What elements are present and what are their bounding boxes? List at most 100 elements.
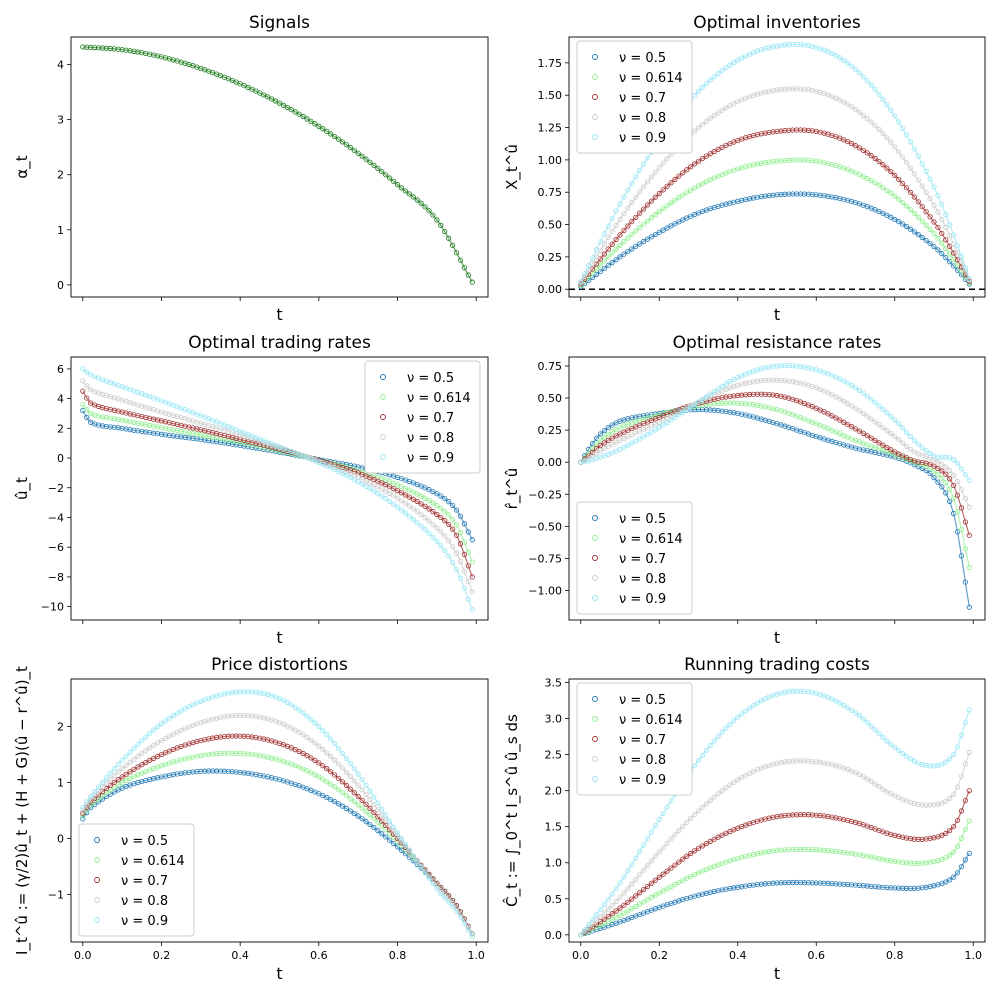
data-point bbox=[355, 479, 361, 485]
data-point bbox=[597, 442, 604, 449]
data-point bbox=[790, 191, 796, 197]
data-point bbox=[280, 102, 287, 108]
data-point bbox=[907, 433, 914, 440]
data-point bbox=[911, 229, 917, 235]
data-point bbox=[434, 217, 440, 223]
data-point bbox=[390, 493, 397, 499]
data-point bbox=[328, 736, 334, 742]
data-point bbox=[217, 768, 224, 774]
data-point bbox=[723, 725, 729, 731]
y-tick-label: 2 bbox=[57, 169, 64, 182]
data-point bbox=[143, 429, 149, 435]
data-point bbox=[852, 143, 859, 149]
data-point bbox=[774, 158, 780, 164]
data-point bbox=[84, 44, 90, 50]
data-point bbox=[750, 402, 757, 408]
data-point bbox=[245, 689, 251, 695]
data-point bbox=[727, 393, 733, 400]
data-point bbox=[446, 521, 452, 528]
data-point bbox=[339, 803, 346, 809]
data-point bbox=[876, 731, 882, 737]
legend-entry: ν = 0.614 bbox=[407, 391, 471, 406]
data-point bbox=[379, 168, 385, 175]
data-point bbox=[770, 192, 776, 198]
data-point bbox=[296, 748, 302, 755]
data-point bbox=[852, 710, 859, 716]
data-point bbox=[876, 884, 882, 890]
data-point bbox=[339, 789, 346, 796]
data-point bbox=[597, 431, 604, 437]
data-point bbox=[438, 222, 444, 228]
data-point bbox=[371, 794, 377, 800]
legend-marker bbox=[592, 94, 598, 100]
data-point bbox=[593, 266, 600, 272]
y-tick-label: −10 bbox=[41, 601, 64, 614]
data-point bbox=[735, 57, 741, 63]
data-point bbox=[899, 199, 906, 206]
data-point bbox=[880, 884, 886, 890]
x-tick-label: 0.2 bbox=[651, 949, 669, 962]
legend-entry: ν = 0.9 bbox=[407, 451, 454, 466]
data-point bbox=[178, 434, 184, 440]
data-point bbox=[703, 81, 709, 87]
data-point bbox=[621, 890, 627, 896]
panel-4: Optimal resistance ratestr̂_t^û−1.00−0.7… bbox=[503, 333, 986, 647]
data-point bbox=[139, 428, 145, 435]
data-point bbox=[742, 772, 749, 779]
data-point bbox=[837, 700, 843, 706]
data-point bbox=[316, 760, 322, 766]
data-point bbox=[107, 782, 113, 789]
data-point bbox=[852, 405, 859, 411]
series-5 bbox=[80, 689, 475, 940]
data-point bbox=[954, 817, 961, 823]
data-point bbox=[735, 777, 741, 783]
data-point bbox=[845, 421, 851, 428]
data-point bbox=[817, 759, 823, 765]
data-point bbox=[335, 745, 342, 752]
data-point bbox=[648, 894, 655, 900]
data-point bbox=[739, 392, 745, 398]
series-line bbox=[580, 159, 970, 286]
data-point bbox=[868, 435, 874, 441]
legend-marker bbox=[592, 776, 598, 782]
data-point bbox=[367, 821, 373, 828]
data-point bbox=[367, 812, 373, 818]
data-point bbox=[939, 454, 945, 460]
data-point bbox=[829, 50, 835, 57]
data-point bbox=[876, 784, 882, 790]
y-tick-label: −2 bbox=[48, 482, 64, 495]
axes-frame bbox=[568, 36, 986, 298]
data-point bbox=[182, 434, 188, 440]
data-point bbox=[586, 921, 592, 928]
data-point bbox=[727, 721, 733, 727]
data-point bbox=[966, 564, 972, 571]
data-point bbox=[430, 488, 436, 495]
y-tick-label: 2.0 bbox=[545, 785, 563, 798]
data-point bbox=[782, 812, 788, 819]
data-point bbox=[860, 147, 866, 153]
data-point bbox=[715, 110, 721, 116]
data-point bbox=[680, 823, 686, 829]
data-point bbox=[680, 877, 686, 883]
data-point bbox=[605, 443, 611, 449]
legend-entry: ν = 0.7 bbox=[619, 552, 666, 567]
data-point bbox=[943, 255, 949, 261]
data-point bbox=[825, 848, 831, 854]
data-point bbox=[182, 770, 188, 776]
data-point bbox=[644, 218, 651, 224]
data-point bbox=[115, 769, 121, 775]
data-point bbox=[296, 707, 302, 713]
data-point bbox=[605, 234, 611, 241]
data-point bbox=[892, 172, 898, 179]
data-point bbox=[664, 225, 670, 231]
data-point bbox=[170, 433, 176, 439]
data-point bbox=[684, 407, 690, 413]
data-point bbox=[664, 156, 670, 162]
data-point bbox=[899, 885, 906, 891]
data-point bbox=[848, 850, 855, 857]
data-point bbox=[927, 450, 933, 457]
data-point bbox=[406, 513, 412, 519]
data-point bbox=[589, 441, 596, 447]
data-point bbox=[950, 250, 957, 256]
data-point bbox=[947, 476, 953, 482]
